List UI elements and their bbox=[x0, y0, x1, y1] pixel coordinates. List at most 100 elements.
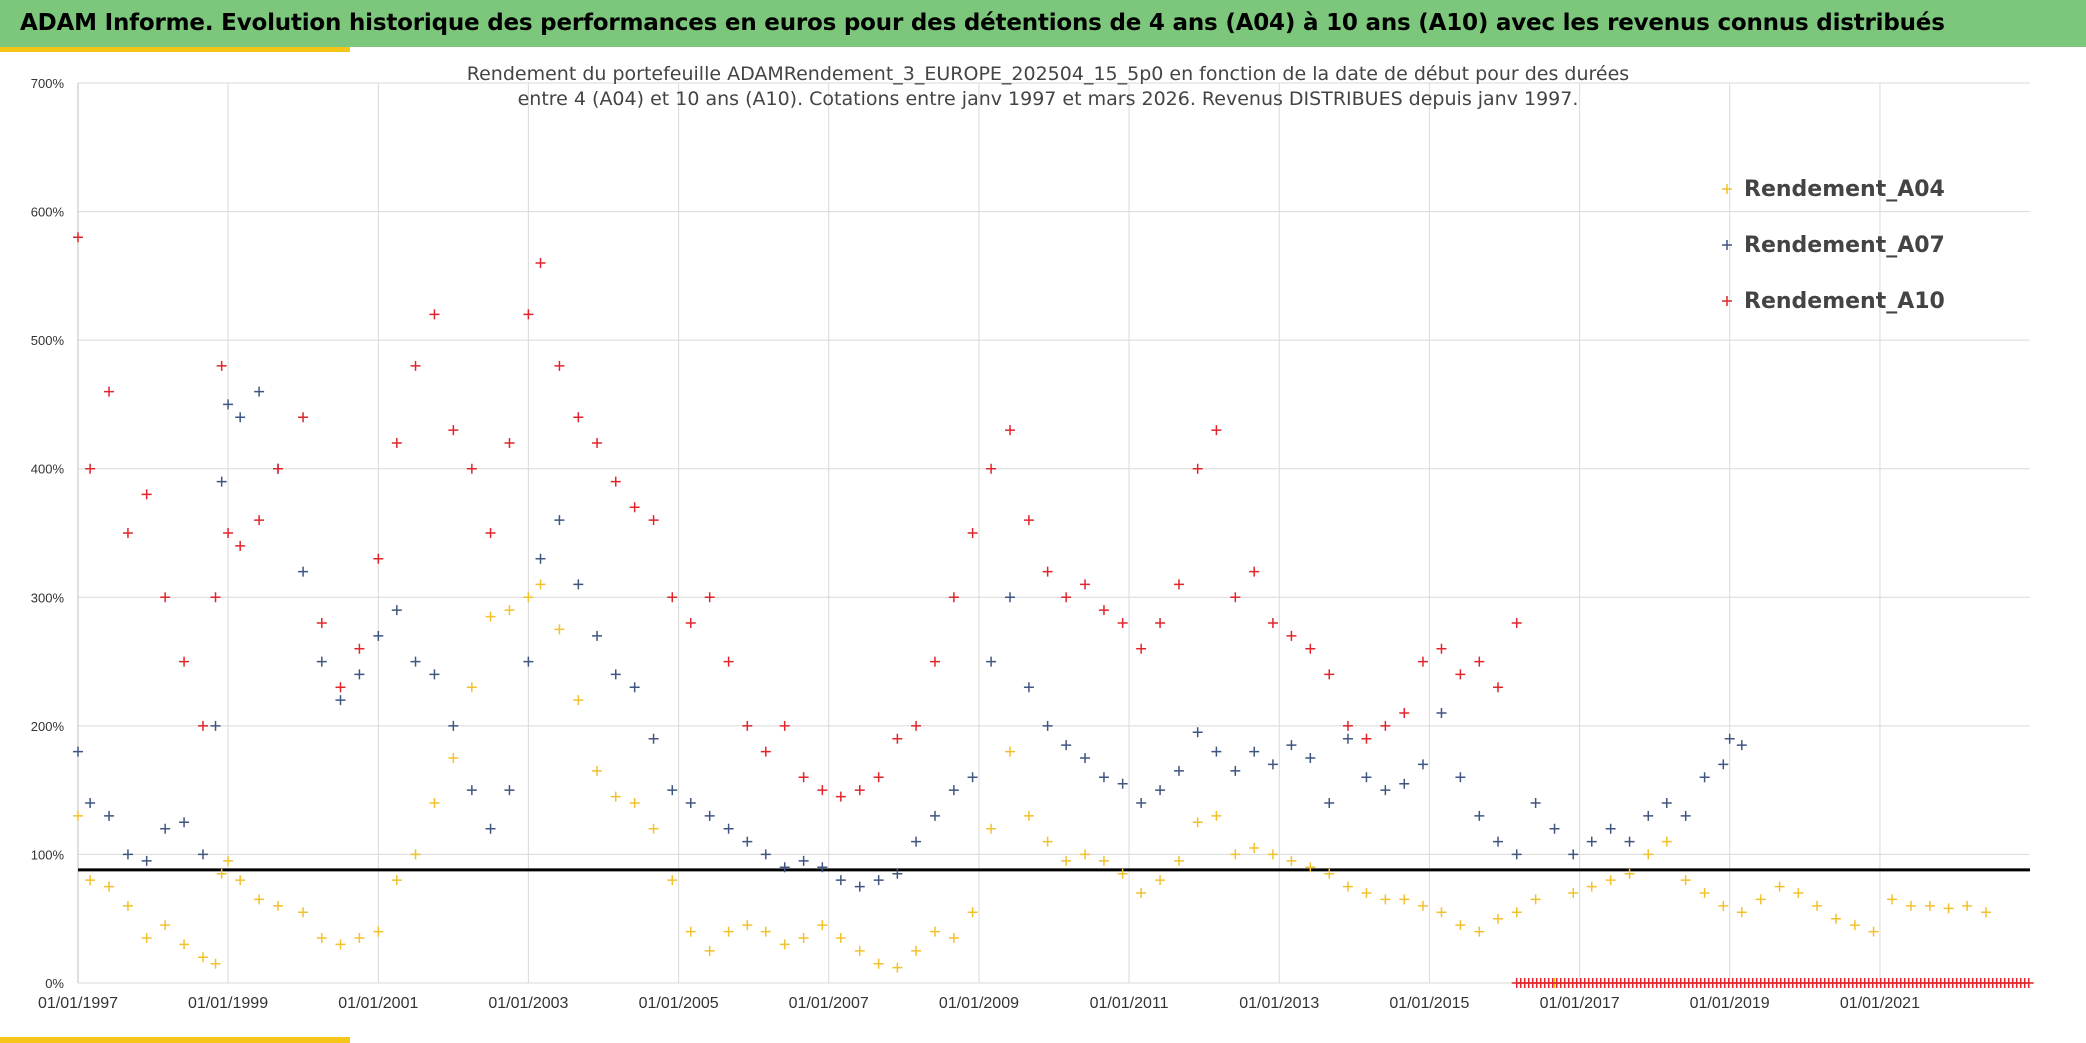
legend-item: Rendement_A07 bbox=[1722, 233, 1945, 258]
data-point bbox=[160, 592, 171, 603]
data-point bbox=[1230, 849, 1241, 860]
data-point bbox=[448, 425, 459, 436]
data-point bbox=[1155, 785, 1166, 796]
data-point bbox=[1230, 592, 1241, 603]
data-point bbox=[1173, 855, 1184, 866]
data-point bbox=[1211, 746, 1222, 757]
data-point bbox=[391, 875, 402, 886]
data-point bbox=[335, 695, 346, 706]
data-point bbox=[1117, 868, 1128, 879]
data-point bbox=[466, 682, 477, 693]
data-point bbox=[911, 720, 922, 731]
data-point bbox=[667, 875, 678, 886]
page-title: ADAM Informe. Evolution historique des p… bbox=[20, 10, 1945, 36]
data-point bbox=[554, 515, 565, 526]
data-point bbox=[160, 920, 171, 931]
data-point bbox=[485, 823, 496, 834]
data-point bbox=[1267, 849, 1278, 860]
data-point bbox=[273, 900, 284, 911]
data-point bbox=[1417, 656, 1428, 667]
data-point bbox=[410, 849, 421, 860]
data-point bbox=[1005, 425, 1016, 436]
data-point bbox=[1305, 862, 1316, 873]
data-point bbox=[760, 926, 771, 937]
data-point bbox=[723, 926, 734, 937]
data-point bbox=[1267, 759, 1278, 770]
legend-item: Rendement_A04 bbox=[1722, 177, 1945, 202]
legend-item: Rendement_A10 bbox=[1722, 289, 1945, 314]
data-point bbox=[1624, 868, 1635, 879]
legend-marker bbox=[1722, 240, 1732, 250]
data-point bbox=[523, 656, 534, 667]
data-point bbox=[1530, 894, 1541, 905]
data-point bbox=[1136, 643, 1147, 654]
data-point bbox=[892, 962, 903, 973]
data-point bbox=[911, 945, 922, 956]
data-point bbox=[892, 868, 903, 879]
data-point bbox=[104, 386, 115, 397]
data-point bbox=[373, 553, 384, 564]
data-point bbox=[1286, 630, 1297, 641]
data-point bbox=[1699, 888, 1710, 898]
data-point bbox=[298, 412, 309, 423]
data-point bbox=[1511, 849, 1522, 860]
x-tick-label: 01/01/2003 bbox=[488, 995, 568, 1012]
data-point bbox=[1436, 708, 1447, 718]
data-point bbox=[1981, 907, 1992, 918]
data-point bbox=[817, 862, 828, 873]
data-point bbox=[1324, 868, 1335, 879]
data-point bbox=[1661, 836, 1672, 847]
data-point bbox=[1699, 772, 1710, 783]
data-point bbox=[835, 791, 846, 802]
x-tick-label: 01/01/1999 bbox=[188, 995, 268, 1012]
data-point bbox=[1568, 849, 1579, 860]
data-point bbox=[1136, 798, 1147, 808]
data-point bbox=[197, 849, 208, 860]
data-point bbox=[429, 669, 440, 680]
data-point bbox=[316, 933, 327, 943]
data-point bbox=[535, 258, 546, 268]
data-point bbox=[1943, 903, 1954, 914]
data-point bbox=[1342, 881, 1353, 892]
series-Rendement_A04 bbox=[73, 579, 1992, 988]
data-point bbox=[1192, 817, 1203, 828]
data-point bbox=[592, 438, 603, 448]
data-point bbox=[1680, 810, 1691, 821]
data-point bbox=[197, 952, 208, 963]
data-point bbox=[1061, 855, 1072, 866]
data-point bbox=[535, 579, 546, 590]
data-point bbox=[854, 881, 865, 892]
data-point bbox=[1342, 733, 1353, 744]
data-point bbox=[610, 791, 621, 802]
data-point bbox=[122, 528, 133, 538]
data-point bbox=[391, 605, 402, 616]
data-point bbox=[298, 566, 309, 577]
data-point bbox=[85, 875, 96, 886]
chart-title-line-1: Rendement du portefeuille ADAMRendement_… bbox=[467, 63, 1629, 85]
data-point bbox=[504, 605, 515, 616]
data-point bbox=[535, 553, 546, 564]
data-point bbox=[1643, 849, 1654, 860]
data-point bbox=[1549, 823, 1560, 834]
data-point bbox=[1098, 605, 1109, 616]
scatter-points bbox=[73, 232, 2034, 988]
data-point bbox=[610, 476, 621, 487]
data-point bbox=[448, 753, 459, 763]
chart-title-line-2: entre 4 (A04) et 10 ans (A10). Cotations… bbox=[518, 88, 1579, 110]
data-point bbox=[1474, 810, 1485, 821]
data-point bbox=[1718, 900, 1729, 911]
data-point bbox=[354, 933, 365, 943]
data-point bbox=[1474, 656, 1485, 667]
data-point bbox=[466, 463, 477, 474]
data-point bbox=[1755, 894, 1766, 905]
data-point bbox=[335, 939, 346, 950]
data-point bbox=[685, 618, 696, 628]
data-point bbox=[179, 817, 190, 828]
legend-label: Rendement_A07 bbox=[1744, 233, 1945, 258]
data-point bbox=[235, 412, 246, 423]
data-point bbox=[1605, 875, 1616, 886]
data-point bbox=[1211, 810, 1222, 821]
y-tick-label: 0% bbox=[45, 976, 64, 991]
data-point bbox=[1098, 855, 1109, 866]
series-band-Rendement_A10 (0%) bbox=[1511, 978, 2034, 988]
